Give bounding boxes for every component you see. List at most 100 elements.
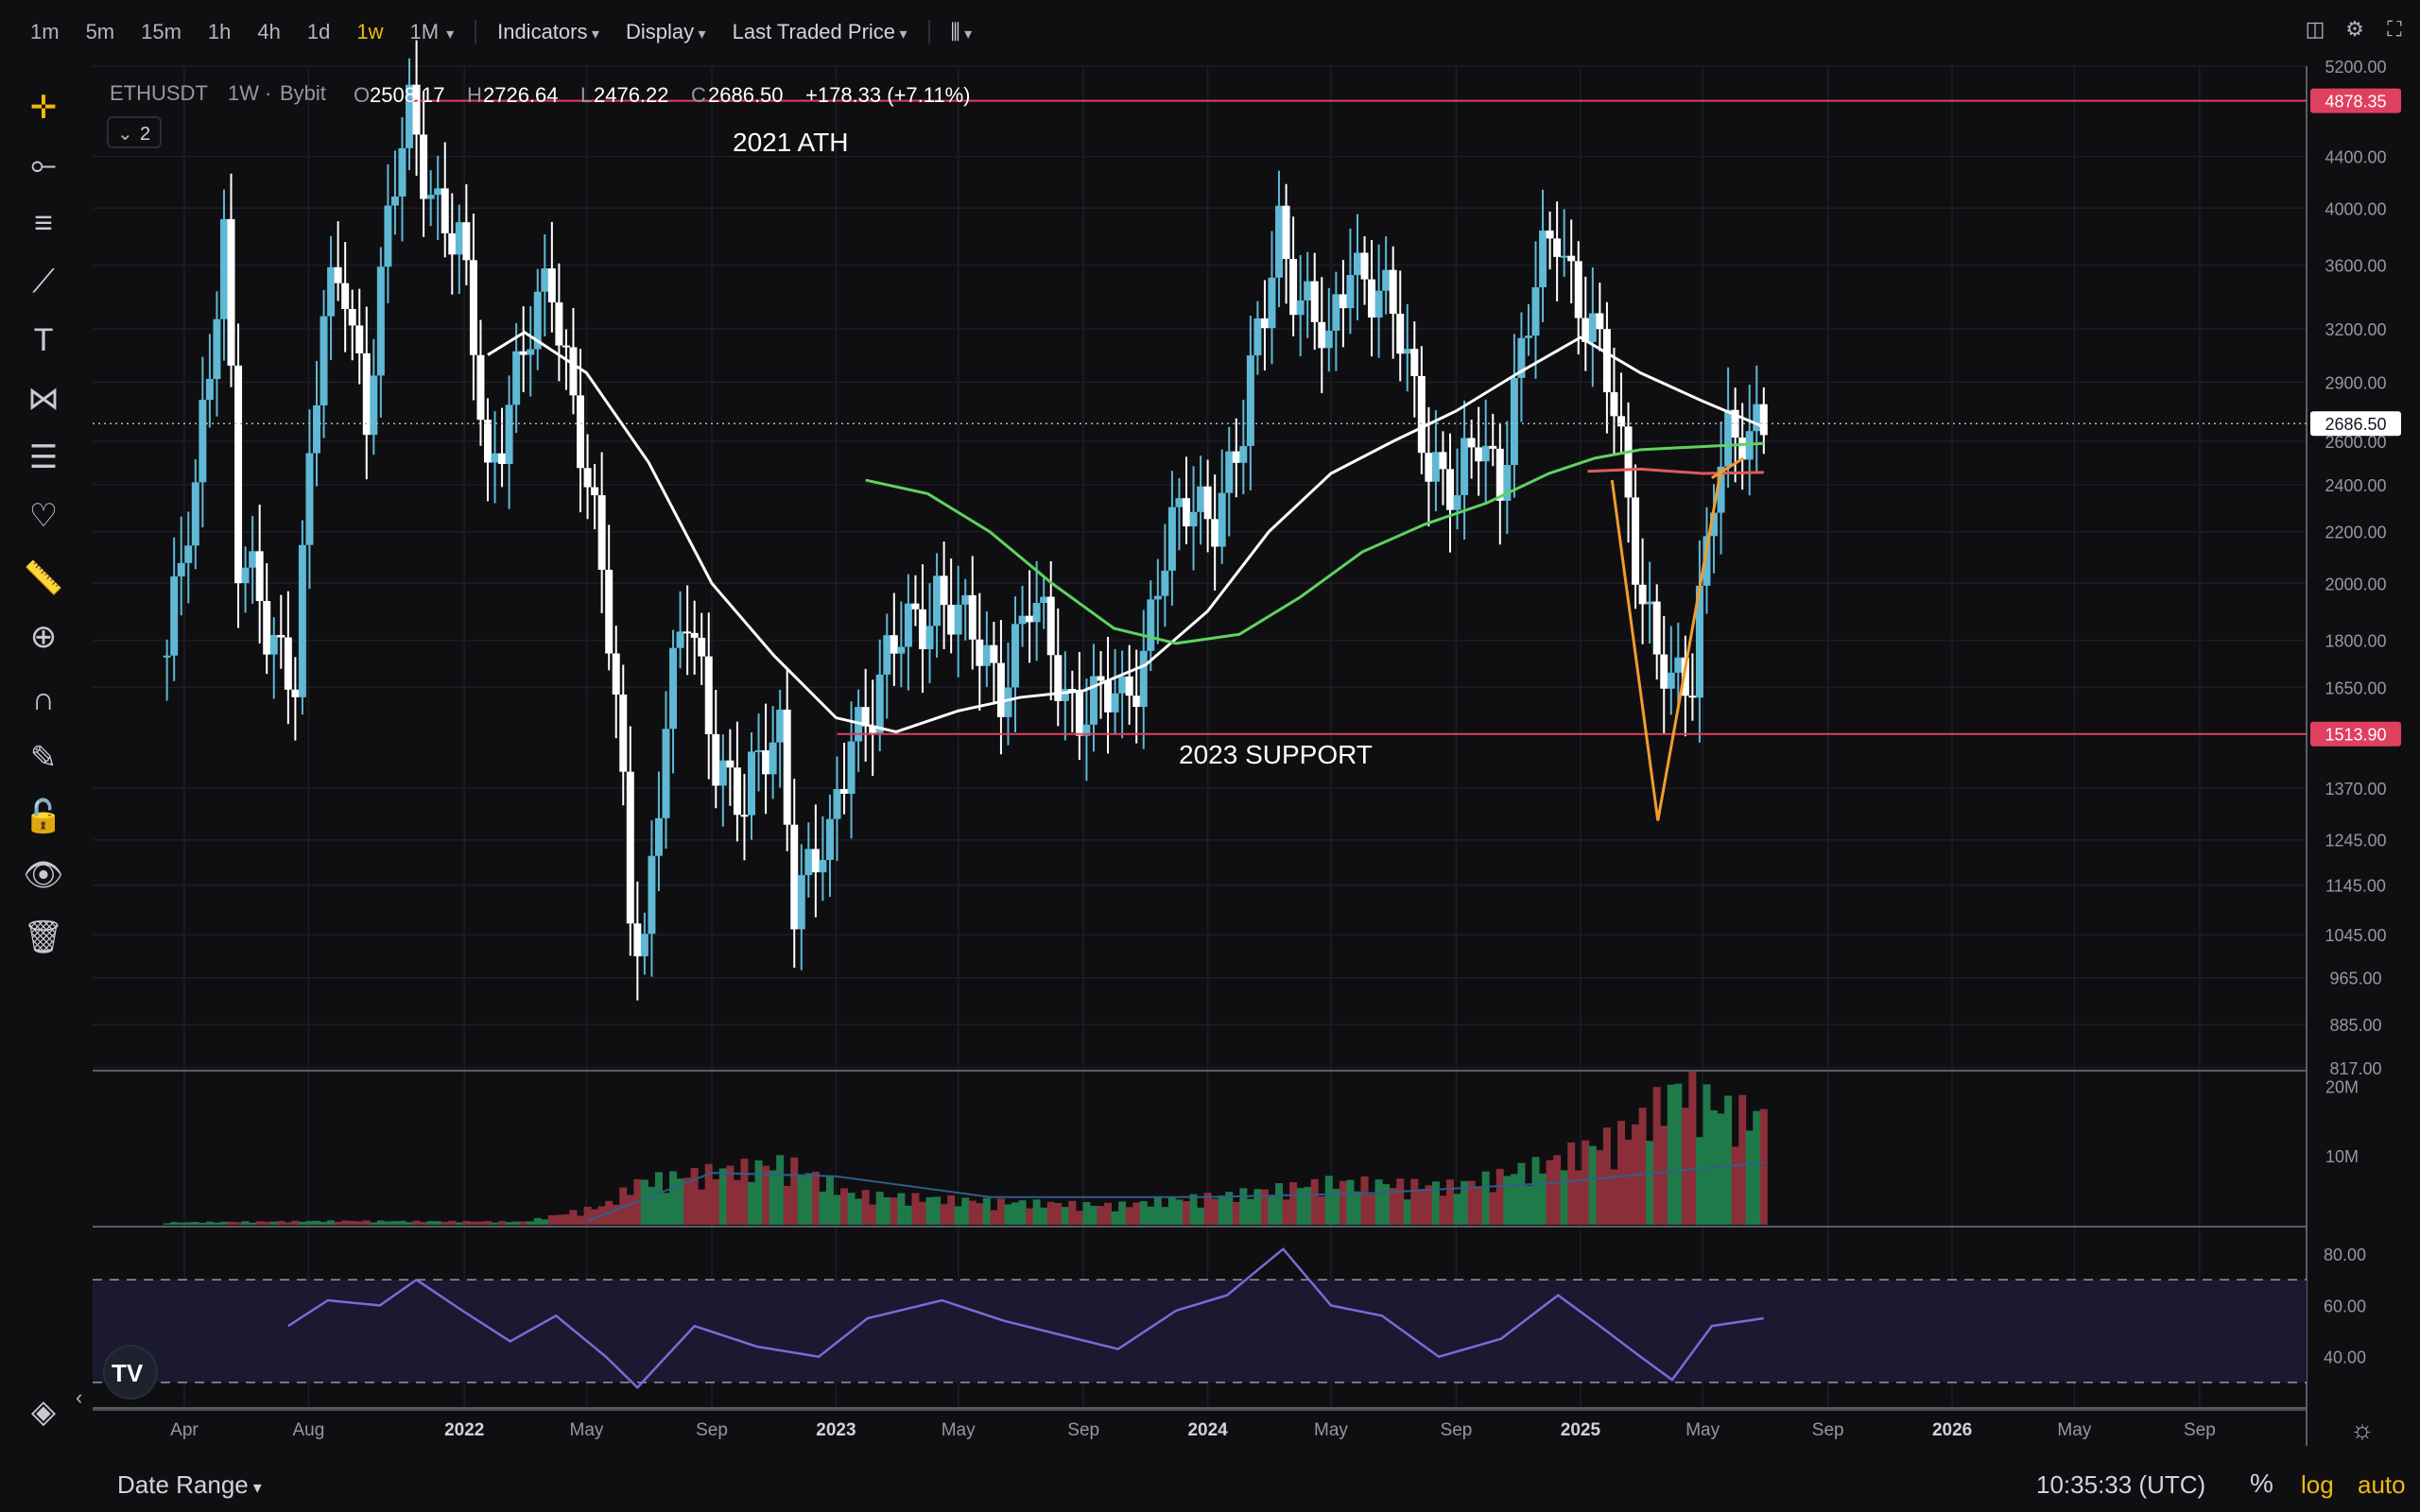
volume-bar <box>498 1221 507 1225</box>
heart-icon[interactable]: ♡ <box>28 498 59 534</box>
candle-body <box>897 646 906 654</box>
volume-bar <box>933 1196 942 1225</box>
text-icon[interactable]: T <box>33 321 54 358</box>
candle-body <box>320 316 328 405</box>
volume-bar <box>1588 1145 1597 1225</box>
time-axis-label: 2026 <box>1932 1420 1972 1440</box>
eye-icon[interactable]: 👁 <box>23 857 64 893</box>
parallel-lines-icon[interactable]: ≡ <box>34 204 53 241</box>
candle-body <box>1596 313 1604 330</box>
pencil-lock-icon[interactable]: ✎ <box>29 740 58 776</box>
chevron-down-icon[interactable]: ⌄ <box>117 124 133 145</box>
trend-line-icon[interactable]: ⟋ <box>32 263 55 300</box>
legend-collapse-button[interactable] <box>107 116 162 148</box>
legend-high-label: H <box>467 83 482 107</box>
timeframe-1d[interactable]: 1d <box>306 20 331 43</box>
ruler-icon[interactable]: 📏 <box>23 560 64 596</box>
volume-bar <box>1567 1142 1576 1225</box>
volume-bar <box>1310 1178 1319 1225</box>
volume-bar <box>1503 1176 1512 1225</box>
layers-icon[interactable]: ◈ <box>30 1394 57 1430</box>
volume-bar <box>163 1223 171 1225</box>
tradingview-logo[interactable] <box>103 1345 158 1400</box>
candle-body <box>762 749 770 775</box>
candle-body <box>1567 255 1576 262</box>
timeframe-1M[interactable]: 1M <box>409 20 440 43</box>
timeframe-1h[interactable]: 1h <box>207 20 232 43</box>
volume-bar <box>1104 1202 1113 1225</box>
candle-body <box>875 674 884 733</box>
camera-icon[interactable]: ◫ <box>2305 17 2325 41</box>
candle-body <box>1531 286 1540 336</box>
candle-body <box>263 600 271 655</box>
zoom-in-icon[interactable]: ⊕ <box>29 619 58 655</box>
timeframe-1m[interactable]: 1m <box>30 20 60 43</box>
candle-body <box>1382 269 1391 291</box>
horizontal-line-icon[interactable]: ⟜ <box>30 146 57 182</box>
volume-bar <box>1517 1162 1526 1225</box>
volume-bar <box>762 1165 770 1225</box>
timeframe-5m[interactable]: 5m <box>85 20 115 43</box>
fullscreen-icon[interactable]: ⛶ <box>2387 17 2402 41</box>
trash-icon[interactable]: 🗑 <box>23 919 64 955</box>
candle-body <box>819 860 827 873</box>
volume-bar <box>840 1188 849 1225</box>
candle-body <box>1282 205 1290 260</box>
timeframe-1w[interactable]: 1w <box>356 20 384 43</box>
candle-body <box>726 760 735 768</box>
candle-body <box>1004 687 1012 717</box>
candle-body <box>1446 469 1455 510</box>
candle-body <box>1759 404 1768 436</box>
price-axis-label: 2900.00 <box>2325 373 2386 392</box>
price-axis-label: 3600.00 <box>2325 257 2386 276</box>
candle-body <box>406 84 414 148</box>
auto-scale-toggle[interactable]: auto <box>2358 1470 2406 1499</box>
timeframe-15m[interactable]: 15m <box>141 20 182 43</box>
volume-bar <box>177 1222 185 1225</box>
volume-bar <box>804 1173 813 1225</box>
display-button[interactable]: Display <box>626 20 706 44</box>
collapse-panel-icon[interactable]: ‹ <box>76 1385 82 1409</box>
candle-body <box>1410 349 1419 376</box>
unlock-icon[interactable]: 🔓 <box>23 799 64 834</box>
volume-bar <box>170 1222 179 1225</box>
settings-sun-icon[interactable]: ☼ <box>2350 1415 2375 1444</box>
crosshair-icon[interactable]: ✛ <box>29 90 58 126</box>
timeframe-4h[interactable]: 4h <box>257 20 281 43</box>
volume-bar <box>869 1204 877 1225</box>
indicators-button[interactable]: Indicators <box>497 20 599 44</box>
fib-icon[interactable]: ☰ <box>28 439 59 475</box>
candle-body <box>918 609 926 649</box>
percent-scale-toggle[interactable]: % <box>2250 1469 2273 1498</box>
price-chart[interactable]: 5200.00 4878.35 4400.00 4000.00 3600.00 3200.… <box>0 0 2420 1452</box>
candle-body <box>1153 595 1162 600</box>
date-range-button[interactable]: Date Range <box>117 1470 262 1500</box>
volume-bar <box>362 1220 371 1225</box>
volume-bar <box>1753 1110 1761 1225</box>
candle-style-icon[interactable]: ⫼ <box>951 20 973 44</box>
gear-icon[interactable]: ⚙ <box>2345 17 2364 41</box>
volume-bar <box>1318 1195 1326 1225</box>
price-axis-label: 2200.00 <box>2325 524 2386 542</box>
price-type-dropdown[interactable]: Last Traded Price <box>733 20 908 44</box>
pattern-icon[interactable]: ⋈ <box>27 381 60 417</box>
candle-body <box>1681 657 1689 696</box>
candle-body <box>1503 465 1512 501</box>
volume-bar <box>1089 1205 1098 1225</box>
rsi-band <box>93 1280 2307 1383</box>
volume-bar <box>1531 1157 1540 1225</box>
volume-bar <box>1759 1108 1768 1225</box>
volume-bar <box>277 1221 285 1225</box>
volume-bar <box>1703 1084 1711 1225</box>
candle-body <box>1553 238 1562 257</box>
log-scale-toggle[interactable]: log <box>2301 1470 2334 1499</box>
time-axis-label: Apr <box>170 1420 199 1440</box>
volume-bar <box>398 1220 406 1225</box>
price-axis-label: 1245.00 <box>2325 832 2386 850</box>
candle-body <box>476 354 485 421</box>
candle-body <box>205 378 214 401</box>
magnet-icon[interactable]: ∩ <box>31 680 56 717</box>
candle-body <box>825 818 834 861</box>
volume-bar <box>491 1222 499 1225</box>
candle-body <box>512 351 521 405</box>
